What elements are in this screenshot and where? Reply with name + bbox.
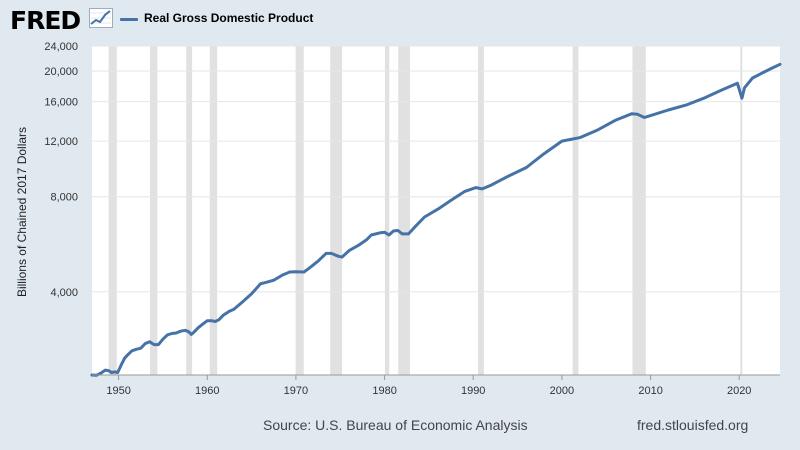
recession-band bbox=[398, 46, 410, 375]
x-tick-label: 1980 bbox=[372, 385, 396, 397]
y-tick-label: 24,000 bbox=[44, 41, 78, 53]
grid-lines bbox=[92, 45, 780, 293]
y-tick-label: 4,000 bbox=[50, 287, 78, 299]
legend-swatch bbox=[120, 18, 138, 21]
x-tick-label: 2020 bbox=[727, 385, 751, 397]
recession-band bbox=[150, 46, 158, 375]
recession-bands bbox=[108, 46, 743, 375]
recession-band bbox=[740, 46, 743, 375]
recession-band bbox=[478, 46, 484, 375]
x-tick-label: 1990 bbox=[461, 385, 485, 397]
chart-header: FRED Real Gross Domestic Product bbox=[0, 0, 800, 40]
fred-url-link[interactable]: fred.stlouisfed.org bbox=[637, 417, 749, 433]
recession-band bbox=[108, 46, 117, 375]
x-tick-label: 2000 bbox=[550, 385, 574, 397]
x-axis-ticks: 1950 1960 1970 1980 1990 2000 2010 2020 bbox=[92, 374, 780, 397]
x-tick-label: 1960 bbox=[195, 385, 219, 397]
line-chart-icon bbox=[89, 8, 113, 28]
y-axis-ticks: 4,000 8,000 12,000 16,000 20,000 24,000 bbox=[44, 41, 78, 299]
recession-band bbox=[330, 46, 343, 375]
recession-band bbox=[384, 46, 390, 375]
recession-band bbox=[632, 46, 646, 375]
recession-band bbox=[295, 46, 304, 375]
y-tick-label: 20,000 bbox=[44, 66, 78, 78]
y-tick-label: 12,000 bbox=[44, 136, 78, 148]
recession-band bbox=[572, 46, 579, 375]
legend-label: Real Gross Domestic Product bbox=[144, 11, 314, 25]
series-layer bbox=[90, 62, 782, 377]
y-tick-label: 8,000 bbox=[50, 192, 78, 204]
recession-band bbox=[209, 46, 218, 375]
x-tick-label: 1950 bbox=[106, 385, 130, 397]
recession-band bbox=[186, 46, 193, 375]
x-tick-label: 2010 bbox=[638, 385, 662, 397]
y-tick-label: 16,000 bbox=[44, 97, 78, 109]
source-note: Source: U.S. Bureau of Economic Analysis bbox=[263, 417, 528, 433]
y-axis-label: Billions of Chained 2017 Dollars bbox=[15, 127, 29, 297]
fred-logo: FRED bbox=[10, 6, 81, 35]
series-line bbox=[90, 62, 782, 377]
x-tick-label: 1970 bbox=[284, 385, 308, 397]
